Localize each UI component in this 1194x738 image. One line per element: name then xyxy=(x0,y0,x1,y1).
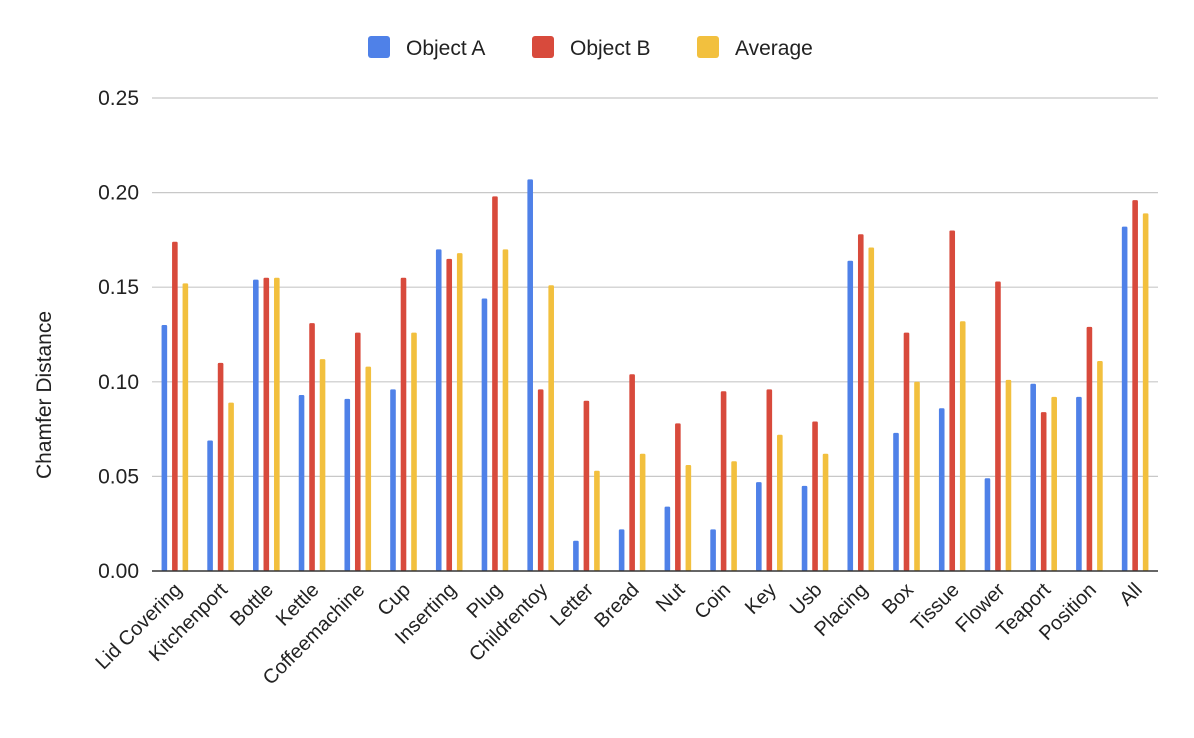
bar-object-a xyxy=(435,249,442,572)
bar-object-b xyxy=(172,241,178,572)
x-tick-label: Usb xyxy=(786,579,827,620)
bar-average xyxy=(365,366,372,571)
bar-object-a xyxy=(756,482,762,571)
bar-object-b xyxy=(263,277,270,571)
bar-object-a xyxy=(801,485,808,571)
bar-average xyxy=(411,332,417,571)
bar-object-b xyxy=(583,400,590,571)
bar-object-b xyxy=(903,332,910,571)
bar-object-b xyxy=(309,323,315,571)
bar-object-b xyxy=(1086,326,1093,571)
bar-object-a xyxy=(253,279,259,571)
bar-object-a xyxy=(1030,383,1036,571)
bar-object-b xyxy=(537,389,544,571)
bar-average xyxy=(685,465,692,571)
x-axis-labels: Lid CoveringKitchenportBottleKettleCoffe… xyxy=(91,579,1146,690)
bar-object-a xyxy=(161,325,168,571)
x-tick-label: Coin xyxy=(690,579,735,624)
y-tick-label: 0.10 xyxy=(98,371,139,394)
bar-object-b xyxy=(629,374,635,571)
bar-object-a xyxy=(481,298,488,571)
bar-object-a xyxy=(1121,226,1128,571)
bar-object-b xyxy=(675,423,681,571)
bar-object-a xyxy=(344,398,351,571)
gridlines xyxy=(152,97,1158,477)
bar-object-b xyxy=(217,362,224,571)
legend-label: Average xyxy=(735,37,813,60)
bar-object-a xyxy=(618,529,625,571)
bar-object-b xyxy=(1132,200,1138,571)
y-tick-label: 0.20 xyxy=(98,182,139,205)
bar-average xyxy=(822,453,829,571)
legend-swatch xyxy=(368,36,390,58)
x-tick-label: Key xyxy=(741,579,781,619)
bar-average xyxy=(639,453,646,571)
bar-object-a xyxy=(710,529,716,571)
bar-object-a xyxy=(207,440,213,571)
bar-object-b xyxy=(446,258,453,571)
bar-object-b xyxy=(492,196,498,571)
bar-object-a xyxy=(938,408,945,571)
bar-average xyxy=(456,253,463,572)
bar-average xyxy=(868,247,875,571)
bar-object-b xyxy=(812,421,818,571)
bar-average xyxy=(319,359,326,571)
y-axis-title: Chamfer Distance xyxy=(33,311,56,479)
bar-average xyxy=(182,283,189,571)
legend-label: Object A xyxy=(406,37,485,60)
x-tick-label: Bread xyxy=(590,579,643,632)
y-tick-label: 0.05 xyxy=(98,465,139,488)
bar-average xyxy=(274,277,280,571)
bar-object-a xyxy=(527,179,533,571)
y-axis-ticks: 0.00 0.05 0.10 0.15 0.20 0.25 xyxy=(98,87,139,583)
legend-swatch xyxy=(697,36,719,58)
bar-average xyxy=(777,434,783,571)
bar-average xyxy=(959,321,966,571)
bar-object-a xyxy=(893,432,899,571)
legend-swatch xyxy=(532,36,554,58)
y-tick-label: 0.25 xyxy=(98,87,139,110)
bar-object-b xyxy=(400,277,407,571)
bar-object-b xyxy=(949,230,956,571)
bar-object-b xyxy=(857,234,864,571)
bar-object-a xyxy=(984,478,991,571)
bar-average xyxy=(1005,379,1012,571)
bar-average xyxy=(914,381,920,571)
x-tick-label: All xyxy=(1115,579,1146,610)
x-tick-label: Bottle xyxy=(226,579,278,631)
bar-object-b xyxy=(995,281,1001,571)
legend: Object A Object B Average xyxy=(368,36,813,60)
bar-object-a xyxy=(390,389,396,571)
bar-object-a xyxy=(298,395,305,571)
bar-average xyxy=(731,461,737,571)
bar-object-a xyxy=(847,260,854,571)
bar-object-a xyxy=(664,506,671,571)
bar-average xyxy=(1142,213,1149,572)
x-tick-label: Box xyxy=(878,579,918,619)
x-tick-label: Letter xyxy=(546,579,598,631)
bar-object-b xyxy=(1040,412,1047,571)
bar-average xyxy=(1097,360,1103,571)
y-tick-label: 0.15 xyxy=(98,276,139,299)
bars xyxy=(161,179,1149,572)
x-tick-label: Nut xyxy=(652,579,690,617)
bar-average xyxy=(548,285,554,571)
bar-average xyxy=(1051,396,1057,571)
bar-average xyxy=(502,249,509,572)
bar-object-b xyxy=(766,389,773,571)
legend-label: Object B xyxy=(570,37,651,60)
y-tick-label: 0.00 xyxy=(98,560,139,583)
bar-average xyxy=(594,470,600,571)
bar-object-b xyxy=(720,391,727,571)
bar-object-a xyxy=(573,540,579,571)
bar-average xyxy=(228,402,234,571)
x-tick-label: Tissue xyxy=(907,579,964,636)
bar-object-b xyxy=(354,332,361,571)
bar-object-a xyxy=(1076,396,1082,571)
